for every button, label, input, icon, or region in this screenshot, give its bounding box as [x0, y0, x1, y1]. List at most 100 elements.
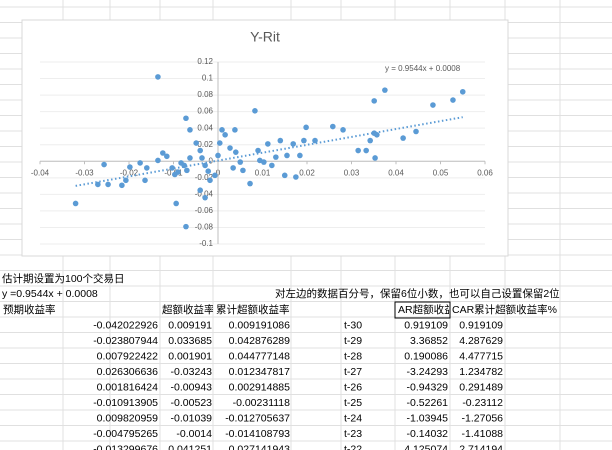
cell[interactable]: t-22: [344, 443, 362, 450]
x-tick-label: 0.01: [255, 168, 271, 177]
point: [193, 140, 199, 146]
header-cell[interactable]: CAR累计超额收益率%: [452, 303, 557, 316]
point: [355, 147, 361, 154]
cell[interactable]: t-27: [344, 366, 362, 378]
point: [95, 181, 101, 188]
header-cell[interactable]: 累计超额收益率: [216, 303, 290, 316]
cell[interactable]: -0.01039: [171, 412, 213, 424]
cell[interactable]: 0.190086: [404, 350, 448, 362]
point: [202, 162, 208, 169]
cell[interactable]: -0.014108793: [225, 428, 290, 440]
point: [144, 165, 150, 171]
cell[interactable]: -0.010913905: [93, 397, 158, 409]
cell[interactable]: -1.03945: [407, 412, 449, 424]
point: [303, 124, 309, 131]
cell[interactable]: t-30: [344, 319, 362, 331]
point: [459, 88, 466, 95]
cell[interactable]: -0.03243: [171, 366, 213, 378]
cell[interactable]: -0.14032: [407, 428, 449, 440]
y-tick-label: -0.06: [195, 206, 214, 215]
cell[interactable]: 4.287629: [459, 335, 503, 347]
point: [255, 147, 261, 154]
cell[interactable]: 0.009191086: [229, 319, 290, 331]
y-tick-label: 0.04: [197, 123, 213, 132]
y-tick-label: -0.04: [195, 189, 214, 198]
selected-cell[interactable]: [394, 301, 451, 319]
cell[interactable]: -0.012705637: [225, 412, 290, 424]
cell[interactable]: 0.919109: [459, 319, 503, 331]
point: [284, 152, 290, 159]
point: [183, 223, 189, 230]
cell[interactable]: -3.24293: [407, 366, 449, 378]
cell[interactable]: -0.52261: [407, 397, 449, 409]
point: [400, 135, 406, 141]
cell[interactable]: y =0.9544x + 0.0008: [2, 288, 98, 300]
cell[interactable]: 0.033685: [168, 335, 212, 347]
cell[interactable]: -0.013299676: [93, 443, 158, 450]
point: [105, 181, 111, 188]
trendline: [75, 116, 463, 187]
cell[interactable]: -0.0014: [176, 428, 212, 440]
cell[interactable]: -0.023807944: [93, 335, 158, 347]
x-tick-label: 0.05: [433, 168, 449, 177]
cell[interactable]: 0.009191: [168, 319, 212, 331]
cell[interactable]: -0.94329: [407, 381, 449, 393]
cell[interactable]: t-25: [344, 397, 362, 409]
cell[interactable]: 4.477715: [459, 350, 503, 362]
cell[interactable]: 0.001816424: [97, 381, 158, 393]
y-tick-label: 0.12: [197, 57, 213, 66]
cell[interactable]: 0.291489: [459, 381, 503, 393]
cell[interactable]: -0.042022926: [93, 319, 158, 331]
cell[interactable]: 3.36852: [410, 335, 448, 347]
point: [72, 200, 79, 207]
cell[interactable]: 0.012347817: [229, 366, 290, 378]
point: [175, 169, 181, 175]
y-tick-label: 0.02: [197, 140, 213, 149]
point: [142, 177, 148, 184]
point: [430, 102, 436, 108]
header-cell[interactable]: AR超额收益率: [398, 303, 465, 316]
cell[interactable]: -0.23112: [462, 397, 503, 409]
cell[interactable]: 0.001901: [168, 350, 212, 362]
cell[interactable]: -1.27056: [462, 412, 504, 424]
cell[interactable]: -0.00523: [171, 397, 213, 409]
cell[interactable]: t-28: [344, 350, 362, 362]
cell[interactable]: -0.004795265: [93, 428, 158, 440]
cell[interactable]: 2.714194: [459, 443, 503, 450]
cell[interactable]: -1.41088: [462, 428, 504, 440]
header-cell[interactable]: 超额收益率: [162, 303, 215, 316]
cell[interactable]: -0.00943: [171, 381, 213, 393]
y-tick-label: 0.08: [197, 90, 213, 99]
point: [277, 137, 284, 144]
cell[interactable]: 0.919109: [404, 319, 448, 331]
cell[interactable]: 0.002914885: [229, 381, 290, 393]
cell[interactable]: 对左边的数据百分号，保留6位小数，也可以自己设置保留2位: [275, 287, 560, 300]
cell[interactable]: t-23: [344, 428, 362, 440]
header-cell[interactable]: 预期收益率: [3, 303, 56, 316]
cell[interactable]: 0.026306636: [97, 366, 158, 378]
x-tick-label: 0.04: [388, 168, 404, 177]
point: [240, 167, 246, 174]
cell[interactable]: 0.007922422: [97, 350, 158, 362]
cell[interactable]: 0.009820959: [97, 412, 158, 424]
cell[interactable]: t-29: [344, 335, 362, 347]
point: [374, 132, 380, 138]
point: [293, 174, 299, 180]
cell[interactable]: -0.00231118: [233, 397, 291, 409]
point: [367, 137, 373, 144]
chart-area[interactable]: [21, 19, 509, 257]
point: [127, 164, 133, 170]
point: [173, 200, 179, 207]
cell[interactable]: 0.041251: [168, 443, 212, 450]
cell[interactable]: 1.234782: [459, 366, 503, 378]
cell[interactable]: t-24: [344, 412, 362, 424]
cell[interactable]: 0.044777148: [229, 350, 290, 362]
cell[interactable]: 4.125074: [404, 443, 448, 450]
cell[interactable]: 0.042876289: [229, 335, 290, 347]
point: [155, 74, 161, 80]
x-tick-label: 0.06: [477, 168, 493, 177]
cell[interactable]: 0.027141943: [229, 443, 290, 450]
cell[interactable]: 估计期设置为100个交易日: [2, 272, 125, 285]
cell[interactable]: t-26: [344, 381, 362, 393]
